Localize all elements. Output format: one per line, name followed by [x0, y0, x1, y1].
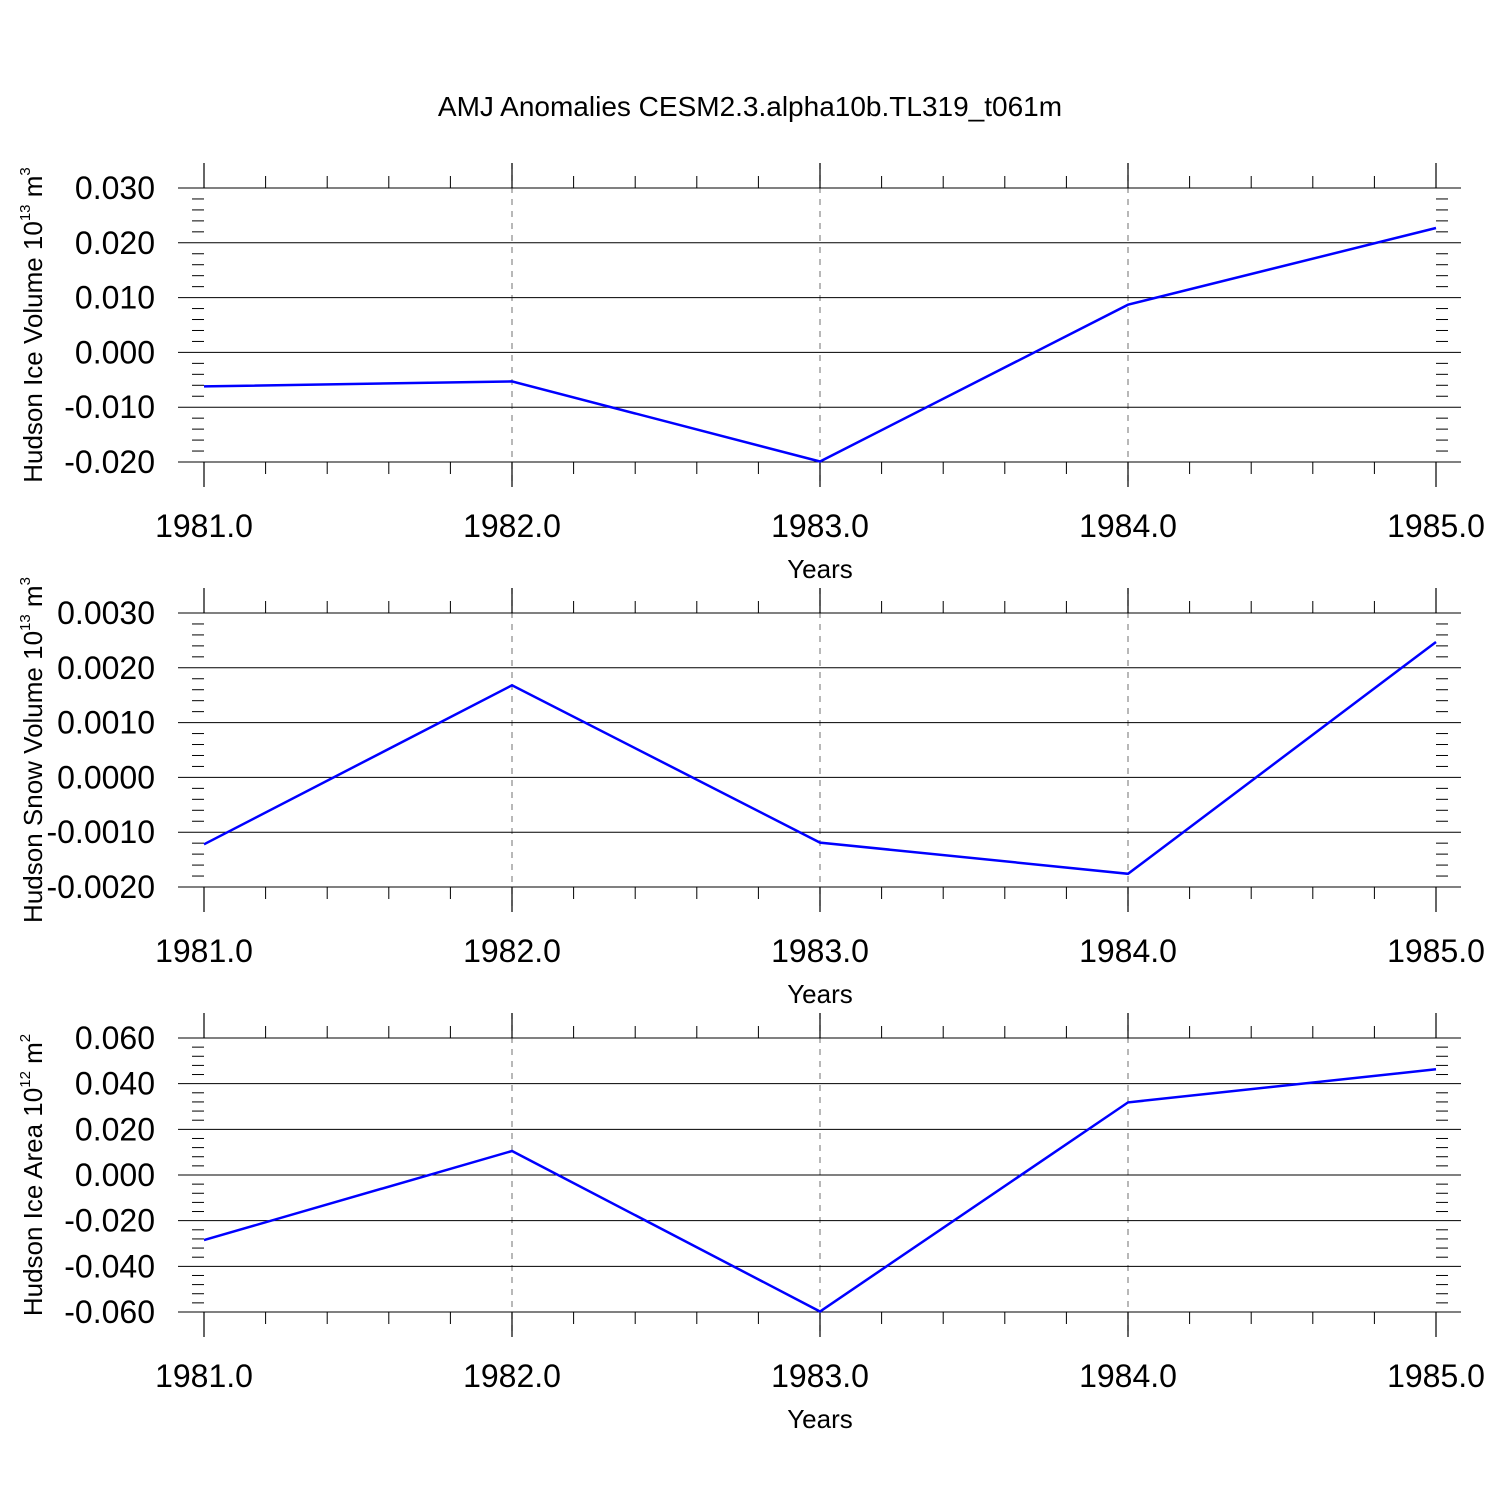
y-tick-label: 0.040: [75, 1066, 155, 1102]
y-axis-title: Hudson Ice Area 1012 m2: [17, 1034, 48, 1316]
x-tick-label: 1983.0: [771, 508, 869, 544]
y-tick-label: 0.0000: [57, 759, 155, 795]
y-tick-label: -0.0010: [46, 814, 155, 850]
y-tick-label: -0.020: [64, 444, 155, 480]
y-tick-label: 0.0010: [57, 705, 155, 741]
x-tick-label: 1982.0: [463, 508, 561, 544]
y-tick-label: 0.0030: [57, 595, 155, 631]
x-tick-label: 1983.0: [771, 933, 869, 969]
y-tick-label: 0.000: [75, 1157, 155, 1193]
x-tick-label: 1981.0: [155, 508, 253, 544]
y-tick-label: -0.010: [64, 389, 155, 425]
y-tick-label: -0.040: [64, 1248, 155, 1284]
chart-panel-3: 0.0600.0400.0200.000-0.020-0.040-0.06019…: [17, 1013, 1485, 1434]
series-line: [203, 641, 1437, 876]
x-tick-label: 1985.0: [1387, 508, 1485, 544]
x-tick-label: 1981.0: [155, 933, 253, 969]
x-tick-label: 1983.0: [771, 1358, 869, 1394]
x-tick-label: 1982.0: [463, 1358, 561, 1394]
y-tick-label: -0.020: [64, 1203, 155, 1239]
y-tick-label: 0.030: [75, 170, 155, 206]
y-axis-title: Hudson Snow Volume 1013 m3: [17, 577, 48, 923]
y-axis-title: Hudson Ice Volume 1013 m3: [17, 167, 48, 483]
x-tick-label: 1984.0: [1079, 933, 1177, 969]
y-tick-label: 0.0020: [57, 650, 155, 686]
y-tick-label: 0.000: [75, 334, 155, 370]
x-tick-label: 1984.0: [1079, 508, 1177, 544]
x-axis-title: Years: [787, 1404, 853, 1434]
x-tick-label: 1985.0: [1387, 933, 1485, 969]
y-tick-label: 0.020: [75, 225, 155, 261]
y-tick-label: 0.020: [75, 1111, 155, 1147]
x-tick-label: 1981.0: [155, 1358, 253, 1394]
y-tick-label: -0.060: [64, 1294, 155, 1330]
x-axis-title: Years: [787, 554, 853, 584]
series-line: [203, 1068, 1437, 1313]
y-tick-label: 0.010: [75, 280, 155, 316]
x-tick-label: 1984.0: [1079, 1358, 1177, 1394]
x-tick-label: 1985.0: [1387, 1358, 1485, 1394]
chart-panel-2: 0.00300.00200.00100.0000-0.0010-0.002019…: [17, 577, 1485, 1009]
series-line: [203, 226, 1437, 463]
x-axis-title: Years: [787, 979, 853, 1009]
y-tick-label: -0.0020: [46, 869, 155, 905]
figure-title: AMJ Anomalies CESM2.3.alpha10b.TL319_t06…: [438, 91, 1062, 122]
x-tick-label: 1982.0: [463, 933, 561, 969]
y-tick-label: 0.060: [75, 1020, 155, 1056]
